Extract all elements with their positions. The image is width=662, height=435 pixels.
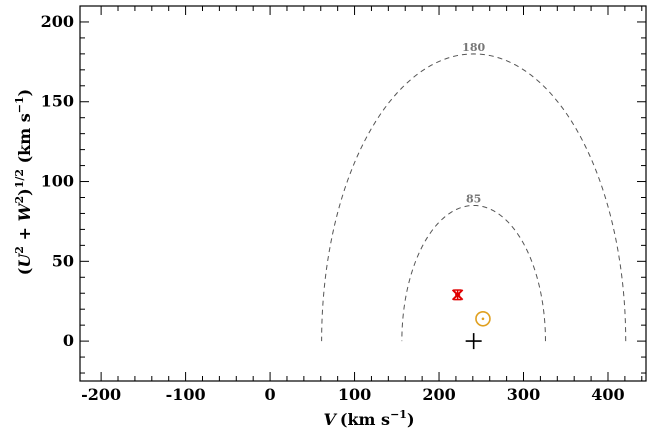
plot-frame bbox=[79, 5, 647, 382]
x-tick-label: 0 bbox=[265, 385, 276, 404]
y-tick-label: 0 bbox=[63, 331, 74, 350]
x-tick-label: 400 bbox=[591, 385, 624, 404]
contour-label-180: 180 bbox=[462, 41, 485, 54]
lsr-marker bbox=[465, 333, 482, 350]
x-tick-label: -200 bbox=[81, 385, 121, 404]
sun-ring bbox=[475, 310, 491, 327]
contour-180 bbox=[321, 53, 627, 342]
plot-area: 85 180 bbox=[79, 5, 647, 382]
star-marker bbox=[451, 289, 464, 301]
x-axis-unit: (km s bbox=[340, 410, 390, 429]
y-axis-label: (U2 + W2)1/2 (km s−1) bbox=[13, 89, 34, 275]
sun-marker bbox=[475, 310, 491, 327]
x-tick-label: 300 bbox=[507, 385, 540, 404]
y-tick-label: 150 bbox=[41, 92, 74, 111]
x-axis-label: V (km s−1) bbox=[323, 408, 414, 429]
contour-label-85: 85 bbox=[466, 192, 481, 205]
y-tick-label: 200 bbox=[41, 12, 74, 31]
x-tick-label: -100 bbox=[166, 385, 206, 404]
x-tick-label: 100 bbox=[338, 385, 371, 404]
y-tick-label: 50 bbox=[52, 251, 74, 270]
sun-dot bbox=[481, 317, 485, 321]
y-tick-label: 100 bbox=[41, 172, 74, 191]
x-axis-unit-exponent: −1 bbox=[390, 408, 407, 421]
x-tick-label: 200 bbox=[422, 385, 455, 404]
star-cross-b bbox=[451, 289, 464, 301]
x-axis-unit-close: ) bbox=[407, 410, 415, 429]
axis-ticks: -200 -100 0 100 200 300 400 0 50 100 150 200 bbox=[41, 6, 646, 404]
contour-85 bbox=[401, 204, 546, 342]
x-axis-variable: V bbox=[323, 410, 337, 429]
